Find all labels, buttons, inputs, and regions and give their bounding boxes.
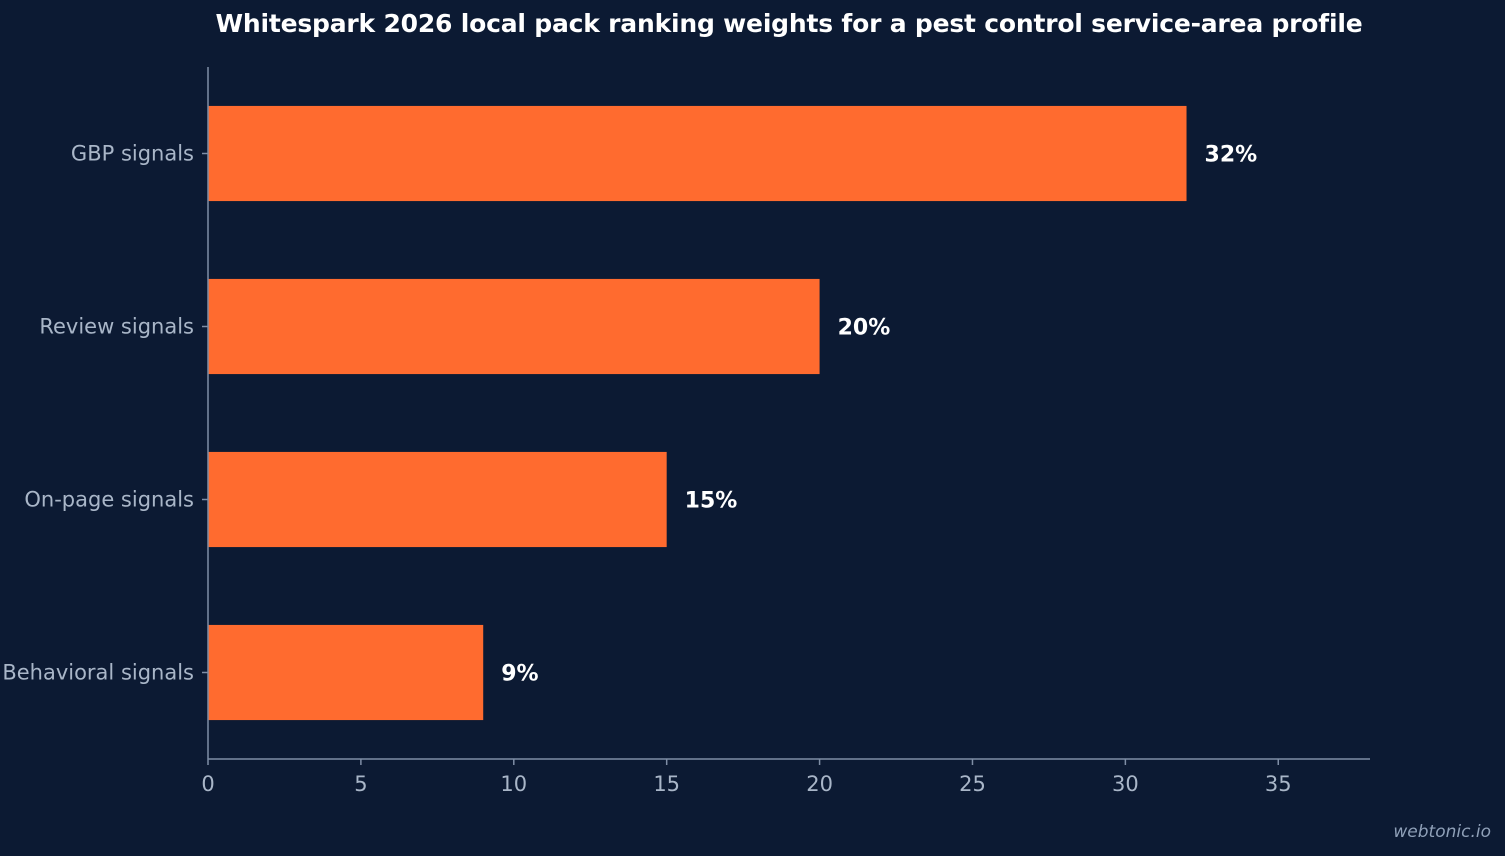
chart-title: Whitespark 2026 local pack ranking weigh… (215, 9, 1363, 38)
bar-3 (208, 624, 484, 721)
value-label-1: 20% (838, 316, 891, 341)
category-label-2: On-page signals (24, 488, 194, 512)
watermark: webtonic.io (1393, 822, 1491, 842)
bar-0 (208, 105, 1187, 202)
x-tick-label-6: 30 (1112, 772, 1139, 796)
value-label-0: 32% (1205, 143, 1258, 168)
category-label-3: Behavioral signals (2, 661, 194, 685)
x-tick-label-5: 25 (959, 772, 986, 796)
category-label-1: Review signals (39, 315, 194, 339)
x-tick-label-7: 35 (1265, 772, 1292, 796)
x-tick-label-2: 10 (500, 772, 527, 796)
value-label-2: 15% (685, 489, 738, 514)
category-label-0: GBP signals (71, 142, 194, 166)
x-tick-label-3: 15 (653, 772, 680, 796)
x-tick-label-0: 0 (201, 772, 214, 796)
bar-1 (208, 278, 820, 375)
x-tick-label-4: 20 (806, 772, 833, 796)
value-label-3: 9% (501, 662, 538, 687)
bar-2 (208, 451, 667, 548)
x-tick-label-1: 5 (354, 772, 367, 796)
